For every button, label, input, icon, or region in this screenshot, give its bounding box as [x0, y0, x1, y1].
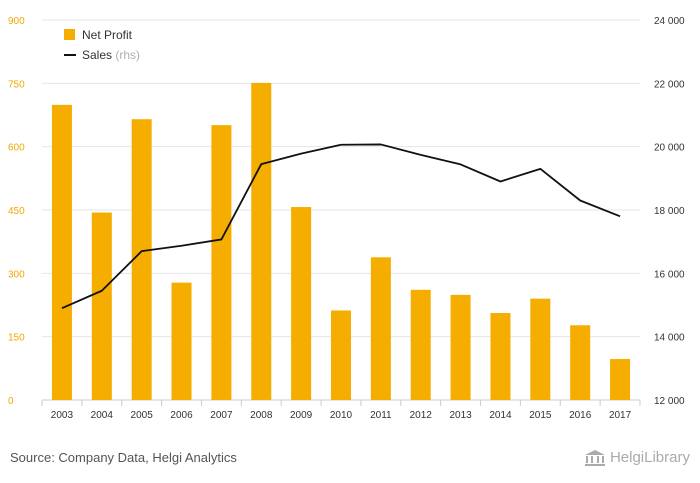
net-profit-bar [51, 104, 72, 400]
x-axis-tick-label: 2013 [449, 410, 472, 421]
right-axis-tick-label: 20 000 [654, 143, 685, 154]
net-profit-bar [331, 310, 351, 400]
net-profit-bar [131, 119, 152, 400]
sales-line-group [61, 143, 621, 309]
x-axis-tick-label: 2005 [131, 410, 154, 421]
library-columns-icon [584, 449, 605, 466]
net-profit-bar [91, 212, 112, 400]
legend: Net Profit Sales (rhs) [64, 28, 140, 62]
net-profit-bar [450, 294, 471, 400]
x-axis-tick-label: 2009 [290, 410, 313, 421]
legend-sales-name: Sales [82, 48, 112, 62]
right-axis-tick-label: 24 000 [654, 16, 685, 27]
net-profit-bar [570, 325, 591, 400]
right-axis-tick-label: 12 000 [654, 396, 685, 407]
x-axis-tick-label: 2011 [370, 410, 392, 421]
x-axis-tick-label: 2014 [489, 410, 512, 421]
right-axis-tick-label: 16 000 [654, 269, 685, 280]
left-axis-tick-label: 600 [8, 143, 25, 154]
left-axis-tick-label: 150 [8, 333, 25, 344]
x-axis-tick-label: 2004 [91, 410, 114, 421]
legend-sales-suffix: (rhs) [115, 48, 140, 62]
right-axis: 12 000 14 000 16 000 18 000 20 000 22 000 24 0… [654, 16, 685, 407]
net-profit-bar [171, 282, 192, 400]
x-axis-tick-label: 2015 [529, 410, 552, 421]
x-axis-tick-label: 2012 [410, 410, 433, 421]
net-profit-bar [410, 289, 431, 400]
left-axis-tick-label: 300 [8, 269, 25, 280]
left-axis-tick-label: 750 [8, 79, 25, 90]
x-axis: 2003 2004 2005 2006 2007 2008 2009 2010 2011 2012… [41, 400, 641, 421]
x-axis-tick-label: 2017 [609, 410, 632, 421]
net-profit-bar [291, 207, 312, 400]
legend-net-profit-label: Net Profit [82, 28, 133, 42]
right-axis-tick-label: 22 000 [654, 79, 685, 90]
net-profit-bar [251, 82, 272, 401]
legend-net-profit-swatch [64, 29, 75, 40]
sales-line [61, 143, 621, 309]
right-axis-tick-label: 14 000 [654, 333, 685, 344]
x-axis-tick-label: 2008 [250, 410, 273, 421]
net-profit-bar [490, 313, 511, 400]
x-axis-tick-label: 2006 [170, 410, 193, 421]
x-axis-tick-label: 2003 [51, 410, 74, 421]
right-axis-tick-label: 18 000 [654, 206, 685, 217]
left-axis-tick-label: 0 [8, 396, 14, 407]
left-axis-tick-label: 900 [8, 16, 25, 27]
x-axis-tick-label: 2016 [569, 410, 592, 421]
x-axis-tick-label: 2010 [330, 410, 353, 421]
left-axis-tick-label: 450 [8, 206, 25, 217]
net-profit-bar [211, 125, 232, 400]
net-profit-bar [610, 359, 631, 400]
source-note: Source: Company Data, Helgi Analytics [10, 450, 237, 465]
legend-sales-label: Sales (rhs) [82, 48, 140, 62]
left-axis: 0 150 300 450 600 750 900 [8, 16, 25, 407]
x-axis-tick-label: 2007 [210, 410, 233, 421]
net-profit-bars [51, 82, 631, 401]
chart: 2003 2004 2005 2006 2007 2008 2009 2010 2011 2012… [8, 16, 685, 421]
net-profit-bar [370, 257, 391, 400]
net-profit-bar [530, 298, 551, 400]
helgi-library-logo: HelgiLibrary [584, 449, 690, 466]
logo-text: HelgiLibrary [609, 449, 690, 466]
